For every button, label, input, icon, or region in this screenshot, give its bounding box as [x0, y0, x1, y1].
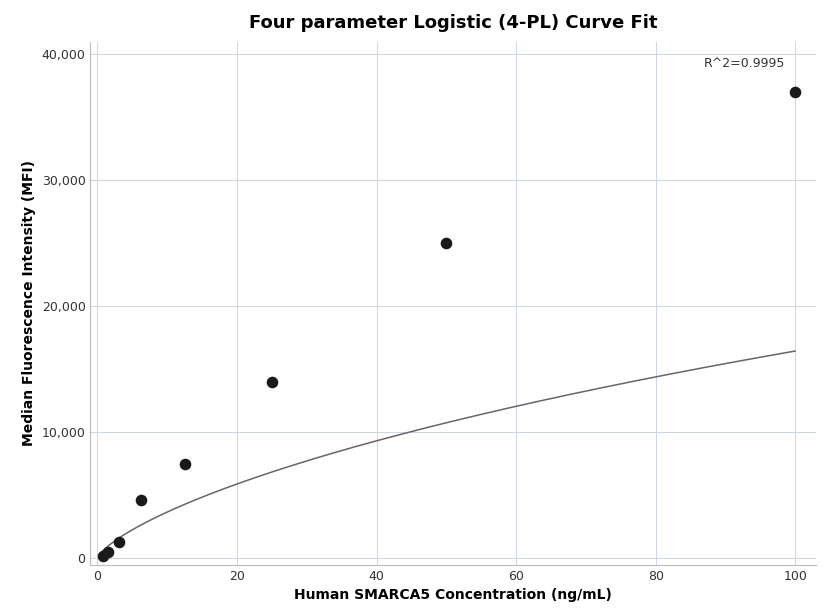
- Title: Four parameter Logistic (4-PL) Curve Fit: Four parameter Logistic (4-PL) Curve Fit: [249, 14, 657, 32]
- Point: [788, 87, 802, 97]
- Y-axis label: Median Fluorescence Intensity (MFI): Median Fluorescence Intensity (MFI): [22, 160, 37, 446]
- Point: [113, 537, 126, 547]
- Point: [102, 547, 115, 557]
- X-axis label: Human SMARCA5 Concentration (ng/mL): Human SMARCA5 Concentration (ng/mL): [295, 588, 613, 602]
- Point: [178, 459, 191, 469]
- Point: [134, 495, 148, 505]
- Point: [266, 377, 279, 387]
- Text: R^2=0.9995: R^2=0.9995: [704, 57, 785, 70]
- Point: [96, 551, 110, 561]
- Point: [440, 238, 453, 248]
